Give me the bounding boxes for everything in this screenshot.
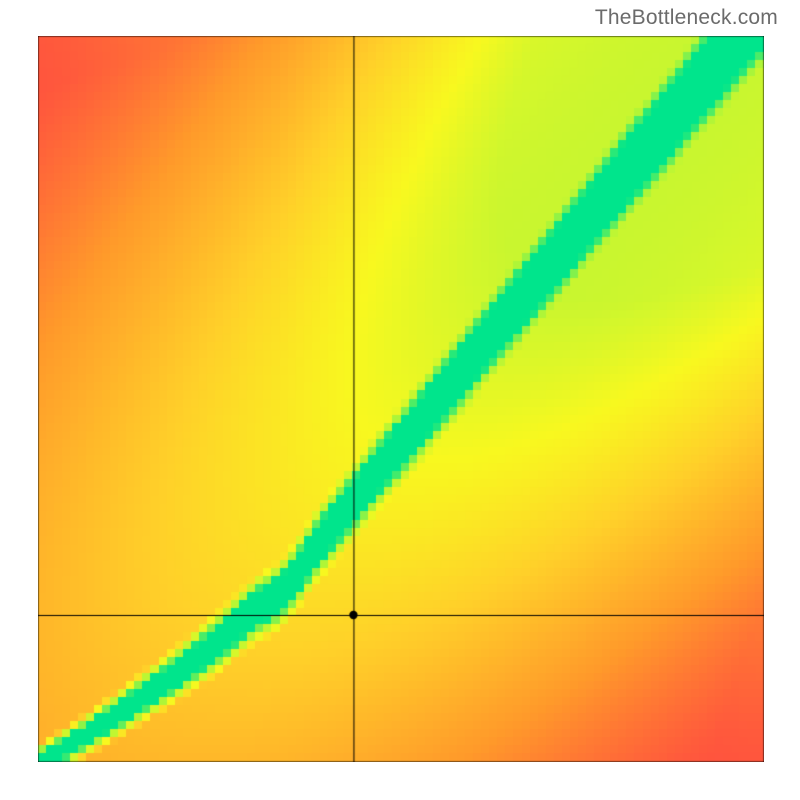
- performance-crosshair-heatmap: [38, 36, 764, 762]
- watermark-text: TheBottleneck.com: [595, 6, 778, 30]
